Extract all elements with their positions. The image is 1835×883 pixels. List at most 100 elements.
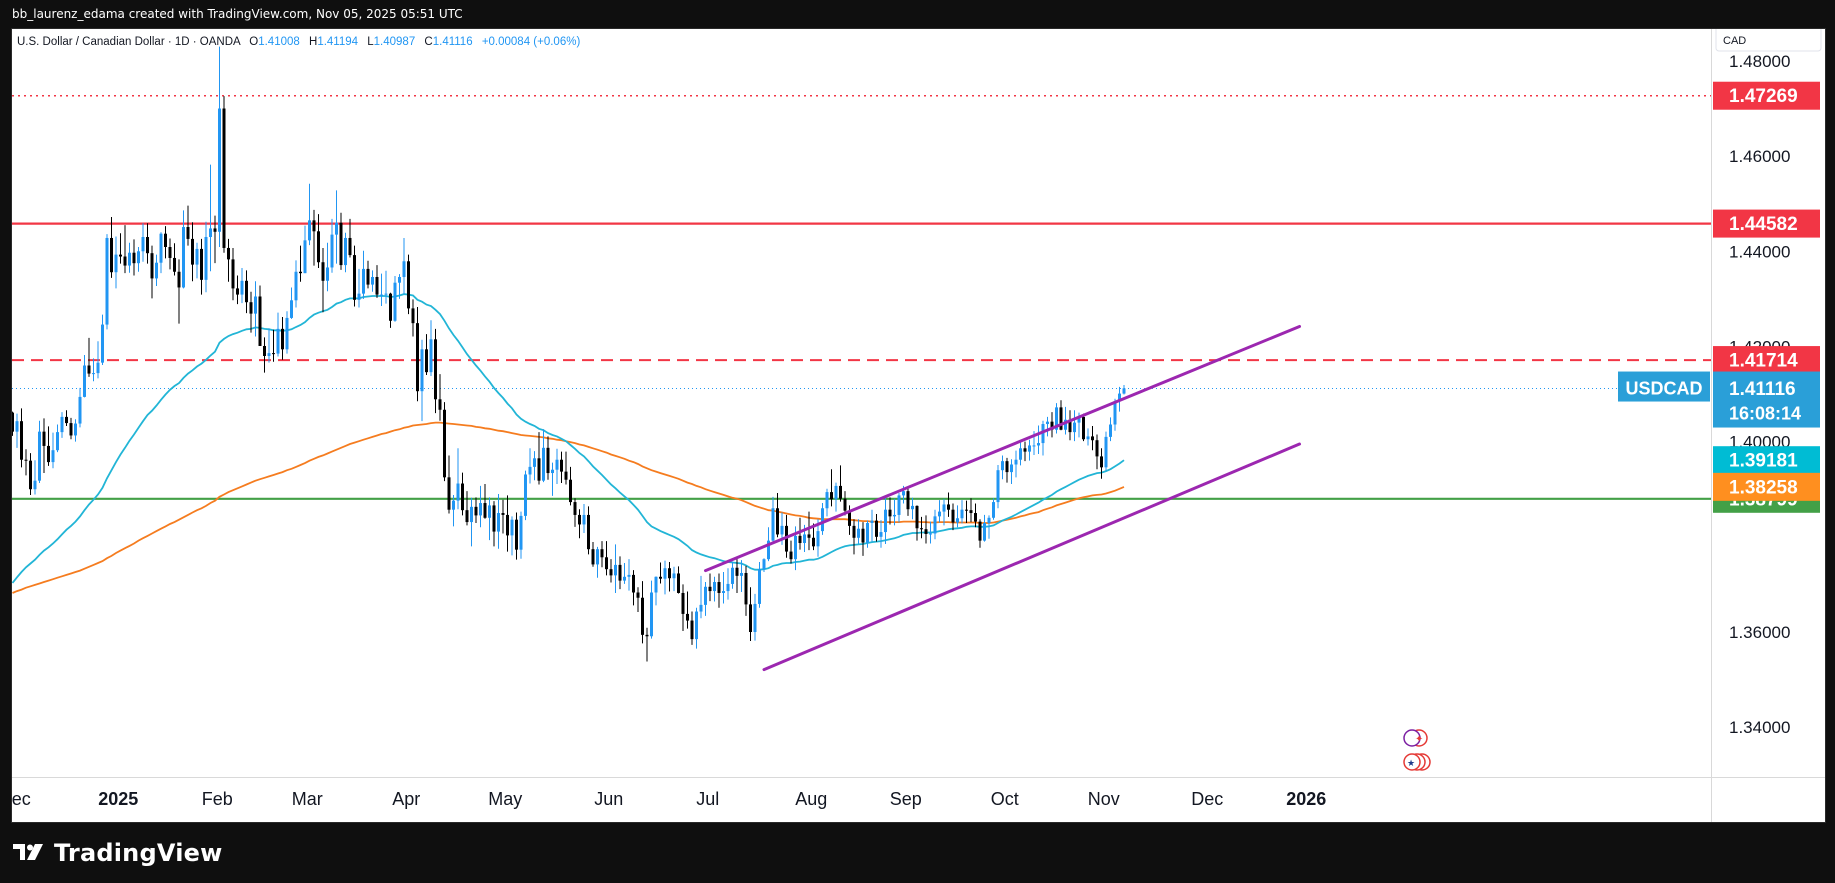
- candle: [731, 561, 734, 589]
- candle-body: [974, 513, 977, 522]
- candle: [654, 576, 658, 606]
- stars-icon: ★: [1407, 758, 1415, 768]
- candle-body: [24, 459, 28, 461]
- candle: [528, 448, 532, 484]
- candle: [839, 465, 842, 502]
- candle: [762, 558, 766, 573]
- ema-slow-line: [12, 421, 1125, 594]
- candle: [798, 517, 802, 550]
- candle-body: [465, 510, 469, 523]
- candle-body: [695, 611, 698, 640]
- candle: [1064, 406, 1067, 435]
- candle: [875, 513, 878, 542]
- candle: [866, 520, 869, 548]
- candle-body: [1086, 436, 1090, 440]
- candle-body: [1055, 407, 1058, 430]
- candle-body: [879, 532, 883, 537]
- candle: [987, 515, 991, 539]
- candle-body: [1005, 461, 1009, 473]
- candle: [74, 419, 77, 442]
- candle: [510, 516, 514, 556]
- ema-fast-label-box: [1713, 446, 1820, 475]
- ema-slow-label: 1.38258: [1729, 477, 1798, 498]
- tradingview-logo-icon[interactable]: [12, 841, 46, 865]
- symbol-tag[interactable]: USDCAD: [1625, 379, 1702, 399]
- event-icons[interactable]: ✦ ★: [1403, 729, 1431, 771]
- candle-body: [47, 445, 50, 463]
- candle: [830, 469, 833, 507]
- time-axis[interactable]: Dec 2025 Feb Mar Apr May Jun Jul Aug Sep Oct Nov Dec…: [12, 789, 1326, 809]
- price-chart[interactable]: 1.480001.460001.440001.420001.400001.360…: [12, 29, 1825, 822]
- candle: [267, 328, 271, 363]
- candle-body: [740, 572, 743, 576]
- candle-body: [267, 353, 271, 356]
- candle: [353, 245, 356, 307]
- price-axis-labels: 1.472691.445821.417141.387991.391811.382…: [1618, 81, 1820, 513]
- candle-body: [519, 515, 523, 550]
- candle: [371, 270, 374, 292]
- candle: [303, 225, 307, 274]
- tradingview-brand[interactable]: TradingView: [54, 839, 223, 867]
- candle: [488, 497, 491, 541]
- candle: [249, 291, 253, 333]
- candle: [155, 254, 158, 287]
- candle-body: [330, 234, 334, 268]
- candle-body: [708, 586, 712, 592]
- candle: [636, 587, 640, 613]
- candle: [983, 514, 986, 542]
- candle: [290, 287, 293, 319]
- candle-body: [132, 252, 136, 264]
- candle-body: [420, 349, 424, 392]
- trend-channel[interactable]: [704, 324, 1301, 672]
- candle: [897, 493, 901, 523]
- candle: [33, 460, 37, 495]
- countdown-label: 16:08:14: [1729, 404, 1801, 424]
- candle-body: [29, 460, 32, 490]
- candle-body: [780, 525, 784, 535]
- candle-body: [191, 238, 194, 265]
- time-tick-label: Mar: [292, 789, 323, 809]
- candle-body: [942, 504, 946, 512]
- channel-upper-line[interactable]: [704, 324, 1301, 573]
- currency-label: CAD: [1723, 35, 1746, 47]
- candle-body: [335, 222, 338, 235]
- candle-body: [38, 431, 41, 481]
- candle-body: [231, 259, 235, 289]
- price-tick-label: 1.48000: [1729, 52, 1790, 71]
- channel-lower-line[interactable]: [762, 442, 1301, 672]
- time-tick-label: Dec: [1191, 789, 1223, 809]
- candle: [276, 312, 280, 357]
- candle: [285, 311, 289, 354]
- candle-body: [78, 396, 82, 424]
- ema-fast-line: [12, 293, 1125, 584]
- candle: [398, 274, 401, 299]
- candle-body: [951, 509, 955, 523]
- candle-body: [65, 416, 68, 424]
- candle: [735, 559, 739, 593]
- symbol-tag-box[interactable]: [1618, 371, 1710, 402]
- candle-body: [551, 469, 554, 474]
- candle: [87, 337, 91, 377]
- candle: [69, 417, 73, 440]
- candle-body: [470, 506, 473, 523]
- candle: [807, 511, 811, 551]
- candle: [128, 242, 131, 273]
- candle-body: [875, 520, 878, 537]
- candle: [920, 516, 923, 539]
- candle: [200, 238, 203, 295]
- candle-body: [906, 491, 910, 510]
- candle-body: [272, 353, 275, 355]
- candle-body: [645, 634, 649, 637]
- chart-panel[interactable]: 1.480001.460001.440001.420001.400001.360…: [11, 28, 1826, 823]
- symbol-legend[interactable]: U.S. Dollar / Canadian Dollar · 1D · OAN…: [17, 36, 580, 48]
- candle-body: [164, 233, 167, 248]
- candle: [416, 306, 419, 402]
- candle-body: [1109, 424, 1112, 437]
- candle-body: [258, 296, 262, 346]
- price-tick-label: 1.34000: [1729, 718, 1790, 737]
- candle: [213, 215, 217, 264]
- candle: [501, 499, 505, 534]
- time-tick-label: Nov: [1088, 789, 1120, 809]
- candle-body: [600, 549, 604, 558]
- candle-body: [1010, 464, 1013, 473]
